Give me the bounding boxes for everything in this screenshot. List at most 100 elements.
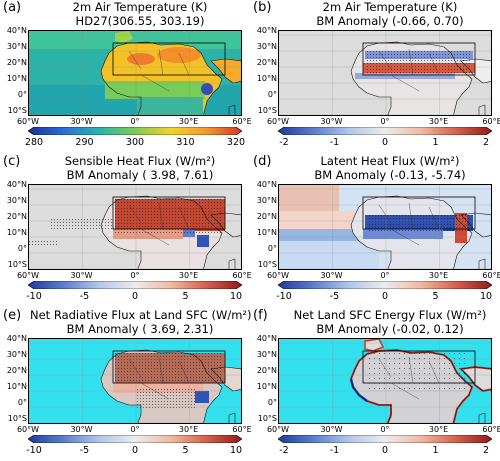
colorbar-tick-label: 1 xyxy=(432,445,439,456)
panel-label: (b) xyxy=(253,0,272,15)
colorbar-tick-label: 2 xyxy=(482,137,490,148)
lon-tick-label: 30°W xyxy=(320,271,343,280)
lon-tick-label: 60°E xyxy=(482,271,500,280)
panel-title-line1: 2m Air Temperature (K) xyxy=(322,0,458,14)
lon-tick-label: 60°W xyxy=(266,271,290,280)
colorbar-tick-label: 5 xyxy=(432,291,439,302)
lat-tick-label: 10°S xyxy=(257,414,277,423)
lon-tick-label: 0° xyxy=(380,425,390,434)
map-canvas xyxy=(29,339,241,423)
lat-tick-label: 10°N xyxy=(6,228,27,237)
panel-title: Sensible Heat Flux (W/m²) BM Anomaly ( 3.… xyxy=(30,154,250,182)
lat-tick-label: 20°N xyxy=(6,58,27,67)
colorbar-tick-label: 5 xyxy=(182,445,189,456)
lat-tick-label: 30°N xyxy=(256,42,277,51)
map-plot xyxy=(278,184,492,270)
colorbar-tick-label: 320 xyxy=(226,137,246,148)
lon-tick-label: 60°W xyxy=(16,425,40,434)
panel-title: 2m Air Temperature (K) BM Anomaly (-0.66,… xyxy=(280,0,500,28)
colorbar xyxy=(278,435,492,443)
panel-label: (e) xyxy=(3,308,22,323)
colorbar-tick-label: -10 xyxy=(276,291,292,302)
panel-title: Net Land SFC Energy Flux (W/m²) BM Anomal… xyxy=(280,308,500,336)
colorbar-tick-label: -2 xyxy=(279,445,289,456)
lon-tick-label: 30°W xyxy=(70,271,93,280)
lat-tick-label: 0° xyxy=(267,90,277,99)
colorbar-tick-label: 10 xyxy=(229,445,243,456)
lon-tick-label: 0° xyxy=(380,117,390,126)
lat-tick-label: 40°N xyxy=(256,26,277,35)
colorbar-tick-label: 0 xyxy=(381,291,389,302)
panel-c: (c) Sensible Heat Flux (W/m²) BM Anomaly (… xyxy=(0,154,252,307)
colorbar-tick-label: 0 xyxy=(131,445,139,456)
lon-tick-label: 60°E xyxy=(482,117,500,126)
panel-title-line1: Net Radiative Flux at Land SFC (W/m²) xyxy=(30,308,252,322)
map-canvas xyxy=(279,339,491,423)
panel-b: (b) 2m Air Temperature (K) BM Anomaly (-0.… xyxy=(250,0,500,153)
lat-tick-label: 30°N xyxy=(256,196,277,205)
lat-tick-label: 30°N xyxy=(256,350,277,359)
panel-label: (a) xyxy=(3,0,22,15)
lat-tick-label: 30°N xyxy=(6,42,27,51)
panel-title-line1: Latent Heat Flux (W/m²) xyxy=(320,154,460,168)
lon-tick-label: 30°E xyxy=(428,271,449,280)
map-plot xyxy=(28,338,242,424)
lon-tick-label: 60°W xyxy=(266,425,290,434)
map-plot xyxy=(278,30,492,116)
colorbar-gradient xyxy=(28,281,242,289)
lon-tick-label: 30°W xyxy=(70,117,93,126)
lon-tick-label: 30°W xyxy=(320,117,343,126)
lat-tick-label: 10°S xyxy=(7,106,27,115)
colorbar-tick-label: 290 xyxy=(75,137,94,148)
lat-tick-label: 30°N xyxy=(6,196,27,205)
map-plot xyxy=(28,184,242,270)
lat-tick-label: 20°N xyxy=(256,212,277,221)
colorbar-gradient xyxy=(278,127,492,135)
colorbar-tick-label: -10 xyxy=(26,445,42,456)
lon-tick-label: 0° xyxy=(130,117,140,126)
lon-tick-label: 30°E xyxy=(428,117,449,126)
panel-title: Latent Heat Flux (W/m²) BM Anomaly (-0.13… xyxy=(280,154,500,182)
lat-tick-label: 40°N xyxy=(256,180,277,189)
lat-tick-label: 0° xyxy=(267,398,277,407)
lat-tick-label: 0° xyxy=(17,398,27,407)
lon-tick-label: 60°E xyxy=(232,425,252,434)
colorbar-tick-label: 0 xyxy=(381,137,389,148)
panel-title-line2: BM Anomaly (-0.66, 0.70) xyxy=(316,14,464,28)
map-canvas xyxy=(279,185,491,269)
panel-e: (e) Net Radiative Flux at Land SFC (W/m²)… xyxy=(0,308,252,461)
lat-tick-label: 0° xyxy=(17,244,27,253)
colorbar-tick-label: -2 xyxy=(279,137,289,148)
lon-tick-label: 60°W xyxy=(16,271,40,280)
panel-a: (a) 2m Air Temperature (K) HD27(306.55, 30… xyxy=(0,0,252,153)
lon-tick-label: 30°E xyxy=(178,117,199,126)
lat-tick-label: 20°N xyxy=(6,366,27,375)
colorbar-tick-label: 5 xyxy=(182,291,189,302)
lat-tick-label: 40°N xyxy=(256,334,277,343)
colorbar-tick-label: 0 xyxy=(131,291,139,302)
lon-tick-label: 30°E xyxy=(428,425,449,434)
lat-tick-label: 10°N xyxy=(256,74,277,83)
colorbar-tick-label: 310 xyxy=(176,137,195,148)
colorbar-gradient xyxy=(28,127,242,135)
lon-tick-label: 60°E xyxy=(482,425,500,434)
panel-title-line1: 2m Air Temperature (K) xyxy=(72,0,208,14)
lat-tick-label: 20°N xyxy=(256,366,277,375)
lon-tick-label: 30°W xyxy=(320,425,343,434)
panel-title-line1: Net Land SFC Energy Flux (W/m²) xyxy=(293,308,487,322)
panel-title: 2m Air Temperature (K) HD27(306.55, 303.1… xyxy=(30,0,250,28)
lat-tick-label: 20°N xyxy=(6,212,27,221)
colorbar-tick-label: 10 xyxy=(229,291,243,302)
lat-tick-label: 40°N xyxy=(6,26,27,35)
panel-label: (d) xyxy=(253,154,272,169)
lat-tick-label: 40°N xyxy=(6,180,27,189)
panel-label: (f) xyxy=(253,308,268,323)
lat-tick-label: 10°S xyxy=(7,260,27,269)
colorbar-tick-label: -5 xyxy=(329,291,340,302)
colorbar-tick-label: 1 xyxy=(432,137,439,148)
lon-tick-label: 0° xyxy=(130,425,140,434)
colorbar-gradient xyxy=(28,435,242,443)
colorbar-tick-label: 10 xyxy=(479,291,493,302)
lat-tick-label: 10°S xyxy=(257,260,277,269)
lon-tick-label: 60°E xyxy=(232,271,252,280)
